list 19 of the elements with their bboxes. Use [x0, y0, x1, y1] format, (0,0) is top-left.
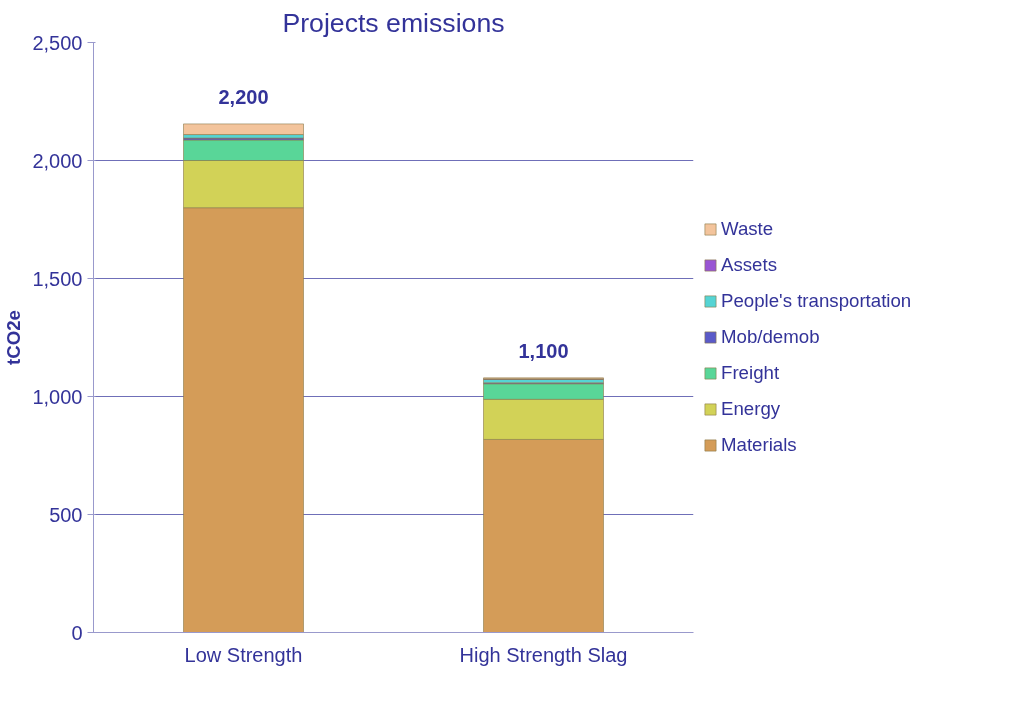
y-tick-label: 0	[71, 621, 83, 644]
annotation: 2,200	[218, 85, 269, 108]
legend-label: People's transportation	[721, 290, 912, 312]
y-tick-label: 1,500	[32, 267, 83, 290]
legend-label: Waste	[721, 218, 774, 240]
x-tick-label: High Strength Slag	[459, 643, 628, 666]
y-tick-label: 2,000	[32, 149, 83, 172]
y-tick-label: 500	[49, 503, 83, 526]
legend-label: Energy	[721, 398, 781, 420]
legend-label: Mob/demob	[721, 326, 820, 348]
legend-label: Freight	[721, 362, 780, 384]
legend-label: Assets	[721, 254, 777, 276]
y-axis-title: tCO2e	[3, 310, 25, 365]
x-tick-label: Low Strength	[184, 643, 303, 666]
chart-title: Projects emissions	[282, 7, 505, 38]
y-tick-label: 2,500	[32, 31, 83, 54]
y-tick-label: 1,000	[32, 385, 83, 408]
legend-label: Materials	[721, 434, 797, 456]
annotation: 1,100	[518, 339, 569, 362]
